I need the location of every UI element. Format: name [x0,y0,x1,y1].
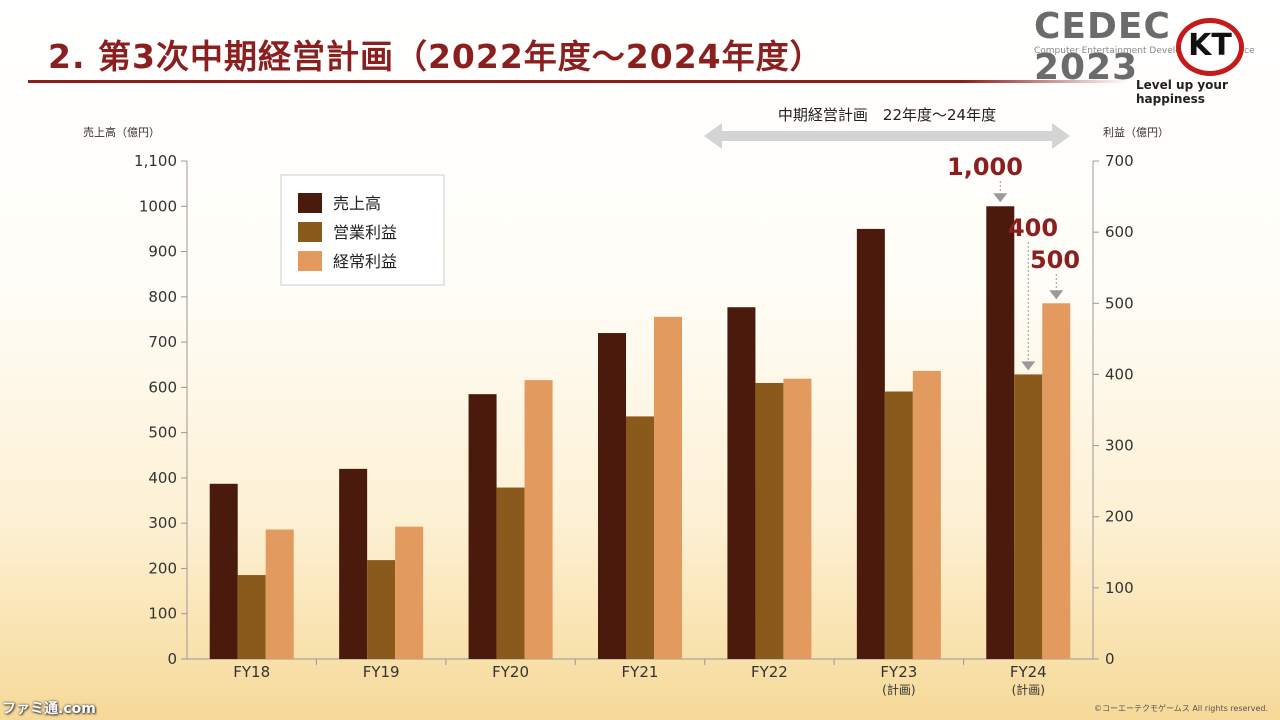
bar-sales [209,483,238,659]
right-axis-title: 利益（億円） [1103,125,1169,139]
right-tick-label: 300 [1105,437,1134,455]
left-axis-title: 売上高（億円） [83,125,160,139]
left-tick-label: 800 [148,288,177,306]
x-tick-label: FY24 [1010,663,1047,681]
right-tick-label: 700 [1105,152,1134,170]
bar-ordinary-profit [654,316,682,659]
legend-label: 売上高 [333,194,381,213]
plan-period-arrow [704,123,1070,149]
bar-operating-profit [1014,374,1043,659]
left-tick-label: 900 [148,243,177,261]
annotation-pointer [1021,361,1036,371]
x-tick-label: FY19 [363,663,400,681]
cedec-logo: CEDEC 2023 Computer Entertainment Develo… [1028,6,1273,106]
left-tick-label: 600 [148,378,177,396]
bar-sales [598,333,626,659]
bar-operating-profit [367,560,396,659]
bar-sales [727,307,756,659]
left-tick-label: 400 [148,469,177,487]
koei-tecmo-logo-icon: KT [1176,18,1244,76]
x-tick-label: FY20 [492,663,529,681]
left-tick-label: 1,100 [134,152,177,170]
right-tick-label: 0 [1105,650,1115,668]
annotation-label: 500 [1030,246,1080,274]
left-tick-label: 200 [148,559,177,577]
annotation-pointer [1049,290,1064,300]
left-tick-label: 1000 [139,197,177,215]
annotation-label: 1,000 [947,153,1023,181]
x-tick-label: FY22 [751,663,788,681]
cedec-logo-text: CEDEC 2023 [1034,6,1171,88]
legend-label: 経常利益 [333,252,397,271]
bar-ordinary-profit [912,370,941,659]
slide-title: 2. 第3次中期経営計画（2022年度〜2024年度） [48,37,824,76]
bar-ordinary-profit [524,380,553,659]
copyright-notice: ©コーエーテクモゲームス All rights reserved. [1094,704,1268,713]
bar-operating-profit [626,416,654,659]
legend-label: 営業利益 [333,223,397,242]
right-tick-label: 200 [1105,508,1134,526]
bar-sales [856,228,885,659]
bar-sales [468,394,497,659]
bar-ordinary-profit [265,529,294,659]
right-tick-label: 400 [1105,365,1134,383]
left-tick-label: 700 [148,333,177,351]
x-tick-label: FY21 [622,663,659,681]
bar-operating-profit [884,391,913,659]
right-tick-label: 100 [1105,579,1134,597]
brand-motto: Level up your happiness [1136,78,1228,106]
legend-swatch [298,222,322,242]
bar-operating-profit [237,575,266,659]
bar-ordinary-profit [395,526,424,659]
cedec-tagline: Computer Entertainment Developers Confer… [1034,46,1255,56]
bar-sales [986,206,1015,660]
x-tick-label: FY18 [233,663,270,681]
plan-period-label: 中期経営計画 22年度〜24年度 [778,106,996,124]
x-tick-label: (計画) [882,682,915,697]
title-divider [28,80,1128,83]
left-tick-label: 100 [148,605,177,623]
left-tick-label: 500 [148,424,177,442]
left-tick-label: 0 [167,650,177,668]
x-tick-label: FY23 [880,663,917,681]
bar-ordinary-profit [783,378,812,659]
x-tick-label: (計画) [1012,682,1045,697]
right-tick-label: 500 [1105,294,1134,312]
site-watermark: ファミ通.com [2,701,96,717]
right-tick-label: 600 [1105,223,1134,241]
annotation-pointer [993,193,1008,203]
bar-operating-profit [755,382,784,659]
left-tick-label: 300 [148,514,177,532]
annotation-label: 400 [1008,214,1058,242]
bar-operating-profit [496,487,525,659]
legend-swatch [298,193,322,213]
bar-ordinary-profit [1042,303,1071,659]
bar-sales [339,468,368,659]
legend-swatch [298,251,322,271]
